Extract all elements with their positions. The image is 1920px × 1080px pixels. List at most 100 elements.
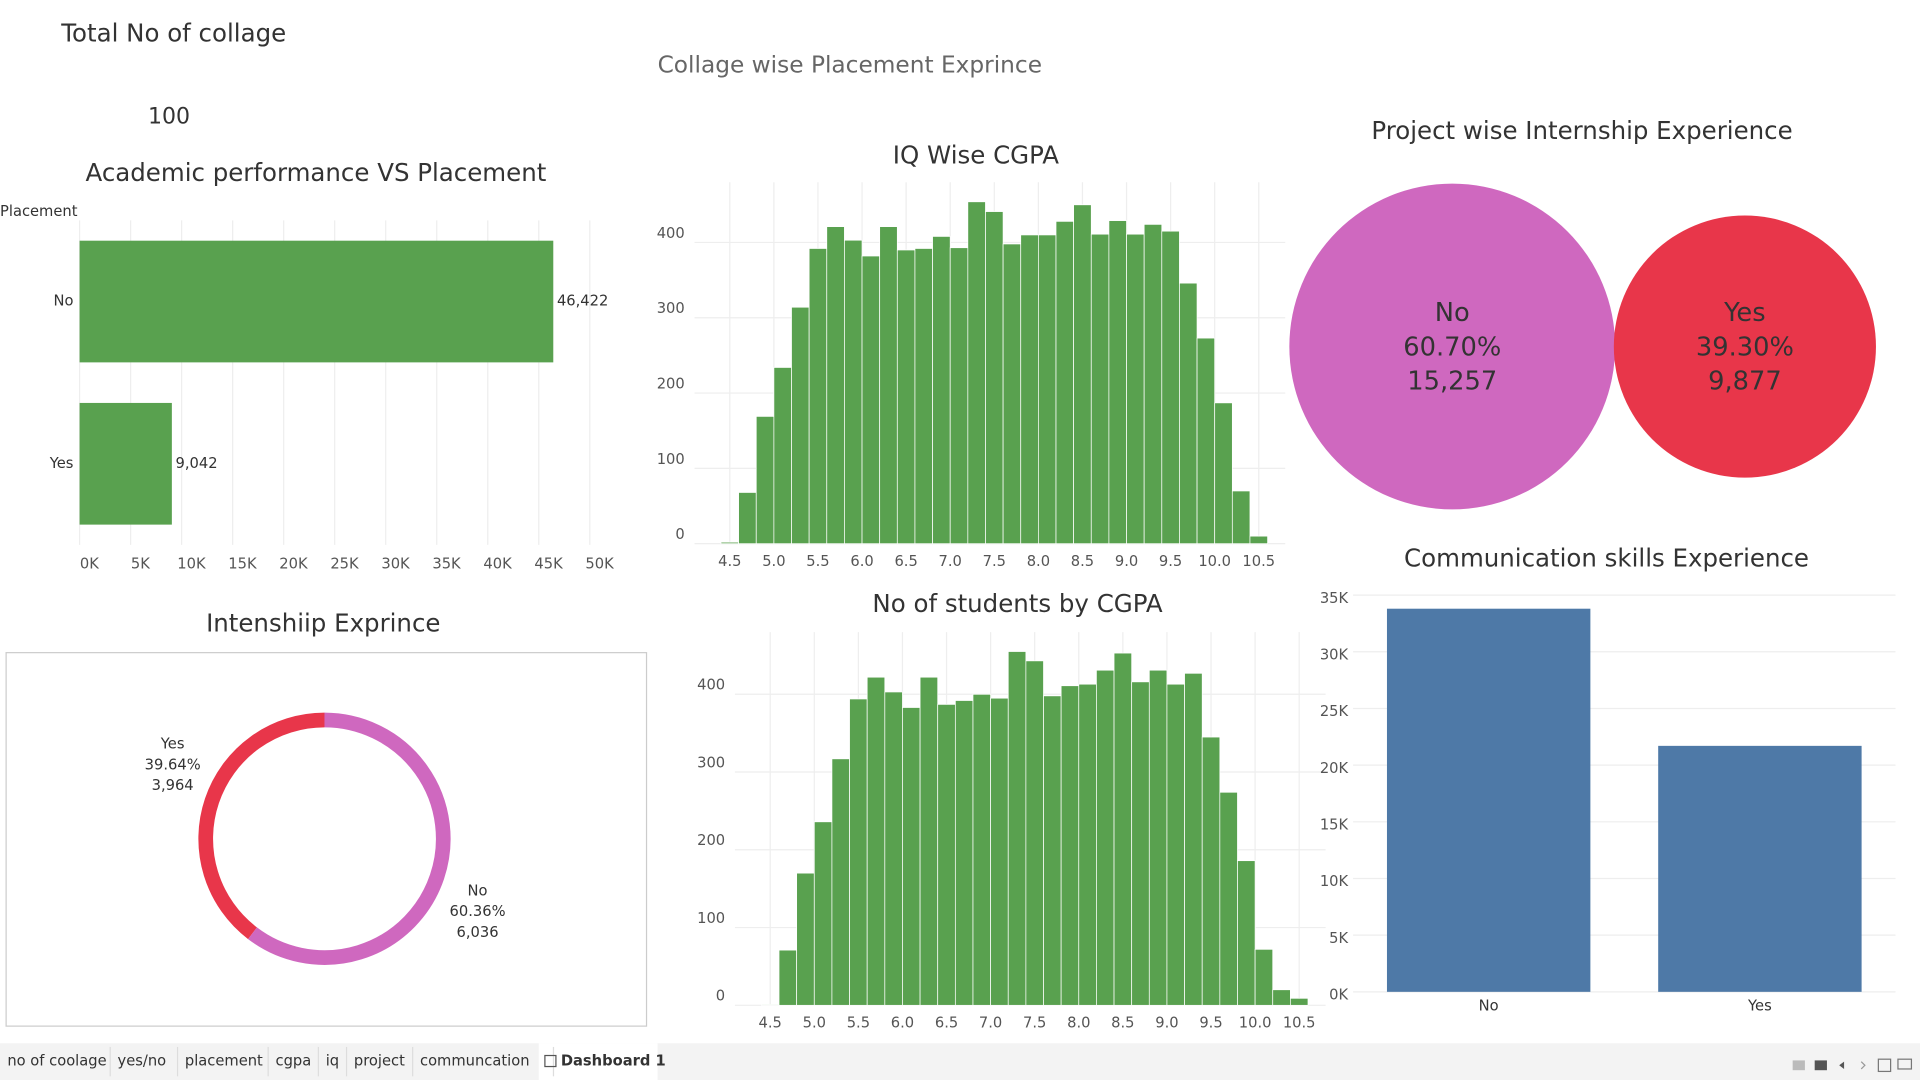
tab-icon [544,1054,557,1068]
histogram-bar [1290,997,1309,1006]
tab[interactable]: cgpa [276,1053,312,1070]
icon[interactable] [1877,1058,1892,1073]
x-tick-label: 6.0 [850,553,873,570]
x-tick-label: 30K [381,555,410,572]
x-tick-label: 6.0 [891,1015,914,1032]
chart-title: Intenshiip Exprince [206,608,440,637]
x-tick-label: 25K [330,555,359,572]
x-tick-label: 9.5 [1159,553,1182,570]
tab[interactable]: project [354,1053,405,1070]
axis-title: Placement [0,203,78,220]
histogram-bar [1148,669,1168,1006]
histogram-bar [861,255,881,545]
x-tick-label: 50K [585,555,614,572]
icon[interactable] [1897,1058,1913,1070]
x-tick-label: No [1479,998,1499,1015]
icon[interactable] [1860,1061,1866,1070]
histogram-bar [844,239,863,545]
x-tick-label: 20K [279,555,308,572]
bubble-percent: 60.70% [1403,332,1501,362]
histogram-bar [1073,204,1092,545]
histogram-bar [914,248,933,545]
toolbar-icons [1792,1058,1913,1073]
histogram-bar [796,872,815,1006]
histogram-bar [778,949,798,1006]
x-tick-label: 5.5 [806,553,829,570]
chart-title: Communication skills Experience [1404,544,1809,573]
x-tick-label: 10.5 [1283,1015,1316,1032]
x-tick-label: 7.5 [983,553,1006,570]
x-tick-label: 7.0 [979,1015,1002,1032]
y-tick-label: Yes [49,455,74,472]
tab[interactable]: no of coolage [7,1053,106,1070]
histogram-bar [985,211,1004,545]
bubble-value: 9,877 [1708,367,1782,397]
histogram-bar [738,492,757,545]
y-tick-label: 0K [1329,987,1348,1004]
y-tick-label: 300 [657,300,685,317]
x-tick-label: 5.0 [803,1015,826,1032]
histogram-bar [1249,535,1268,545]
x-tick-label: 8.5 [1071,553,1094,570]
tab[interactable]: iq [326,1053,339,1070]
slice-value: 3,964 [152,777,194,794]
x-tick-label: 15K [228,555,257,572]
y-tick-label: 100 [657,451,685,468]
icon[interactable] [1839,1061,1845,1069]
icon[interactable] [1792,1060,1805,1071]
tab[interactable]: placement [185,1053,263,1070]
tab[interactable]: Dashboard 1 [561,1053,666,1070]
histogram-bar [1143,224,1163,545]
y-tick-label: 30K [1320,646,1349,663]
kpi-title: Total No of collage [60,18,286,47]
y-tick-label: 0 [716,988,725,1005]
histogram-bar [1055,220,1075,545]
x-tick-label: Yes [1747,998,1772,1015]
donut-slice [198,712,325,940]
histogram-bar [1166,683,1185,1006]
tab[interactable]: communcation [420,1053,530,1070]
histogram-bar [849,698,868,1006]
histogram-bar [1237,860,1256,1006]
bar [1386,608,1591,992]
chart-title: Academic performance VS Placement [86,158,547,187]
x-tick-label: 10.0 [1239,1015,1272,1032]
slice-label: Yes [160,735,185,752]
histogram-bar [1020,234,1039,545]
tab[interactable]: yes/no [118,1053,167,1070]
bar [1658,745,1862,992]
bubble-value: 15,257 [1407,367,1497,397]
x-tick-label: 10.5 [1242,553,1275,570]
x-tick-label: 35K [432,555,461,572]
y-tick-label: 200 [657,375,685,392]
x-tick-label: 45K [534,555,563,572]
dashboard-title: Collage wise Placement Exprince [658,52,1042,79]
histogram-bar [1126,233,1145,545]
x-tick-label: 5.5 [847,1015,870,1032]
histogram-bar [1060,685,1080,1006]
bubble-label: Yes [1723,298,1766,328]
icon[interactable] [1814,1060,1827,1071]
histogram-bar [896,249,916,545]
histogram-bar [1113,652,1133,1006]
histogram-bar [773,367,792,545]
x-tick-label: 9.0 [1115,553,1138,570]
y-tick-label: 400 [697,677,725,694]
x-tick-label: 8.5 [1111,1015,1134,1032]
histogram-bar [990,697,1009,1006]
chart-title: No of students by CGPA [872,589,1163,618]
x-tick-label: 4.5 [759,1015,782,1032]
chart-title: IQ Wise CGPA [893,141,1060,170]
panel-frame [5,652,648,1027]
x-tick-label: 40K [483,555,512,572]
histogram-bar [1161,230,1180,545]
histogram-bar [808,248,828,545]
x-tick-label: 7.0 [939,553,962,570]
bubble [1613,215,1876,478]
x-tick-label: 9.0 [1155,1015,1178,1032]
slice-percent: 39.64% [145,756,201,773]
histogram-bar [1002,243,1022,545]
bubble-percent: 39.30% [1696,332,1794,362]
x-tick-label: 7.5 [1023,1015,1046,1032]
